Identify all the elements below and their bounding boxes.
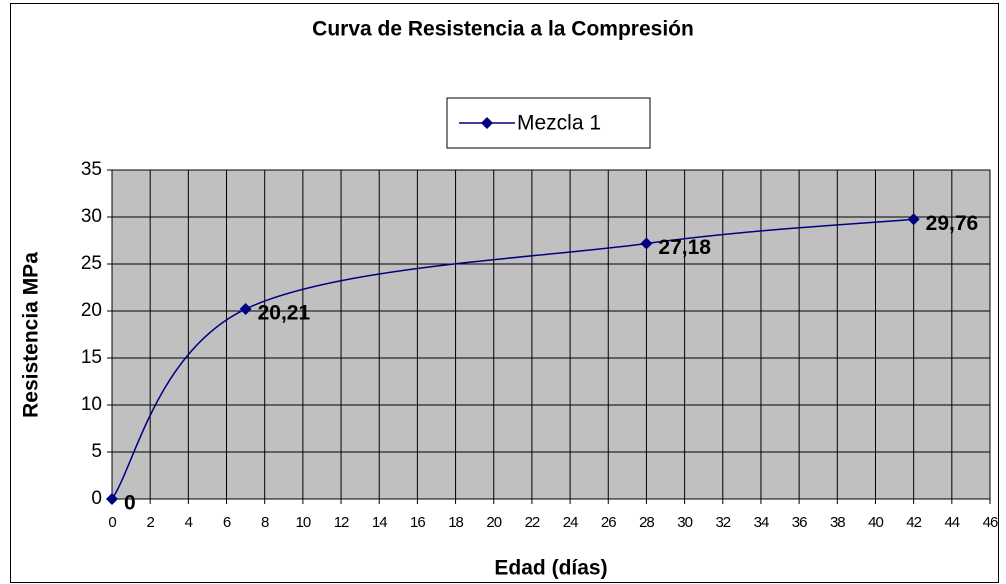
y-tick-label: 35 [81, 159, 102, 180]
x-tick-label: 34 [754, 514, 769, 531]
legend-label: Mezcla 1 [517, 112, 601, 135]
data-label: 20,21 [258, 302, 311, 325]
data-point [640, 237, 653, 250]
x-tick-label: 44 [944, 514, 959, 531]
x-tick-label: 10 [296, 514, 311, 531]
x-tick-label: 18 [448, 514, 463, 531]
y-tick-label: 5 [91, 441, 102, 462]
plot-background [111, 169, 991, 500]
data-label: 0 [124, 492, 136, 515]
chart-title: Curva de Resistencia a la Compresión [312, 18, 694, 41]
data-label: 29,76 [926, 212, 979, 235]
x-tick-label: 8 [261, 514, 269, 531]
y-tick-label: 30 [81, 206, 102, 227]
x-tick-label: 4 [185, 514, 193, 531]
x-tick-label: 46 [983, 514, 998, 531]
x-tick-label: 28 [639, 514, 654, 531]
x-tick-label: 14 [372, 514, 387, 531]
x-tick-label: 42 [906, 514, 921, 531]
y-tick-label: 20 [81, 300, 102, 321]
x-tick-label: 6 [223, 514, 231, 531]
y-tick-label: 25 [81, 253, 102, 274]
x-tick-label: 30 [677, 514, 692, 531]
y-tick-label: 10 [81, 394, 102, 415]
x-tick-label: 24 [563, 514, 578, 531]
data-line [111, 218, 914, 500]
y-axis-label: Resistencia MPa [20, 252, 43, 418]
y-tick-label: 15 [81, 347, 102, 368]
x-tick-label: 22 [525, 514, 540, 531]
x-tick-label: 32 [715, 514, 730, 531]
data-point [907, 213, 920, 226]
data-point [106, 493, 118, 505]
x-tick-label: 26 [601, 514, 616, 531]
x-tick-label: 2 [147, 514, 155, 531]
x-tick-label: 38 [830, 514, 845, 531]
x-axis-label: Edad (días) [494, 557, 607, 580]
data-label: 27,18 [658, 236, 711, 259]
data-point [239, 303, 252, 316]
x-tick-label: 40 [868, 514, 883, 531]
legend-marker [481, 117, 493, 129]
x-tick-label: 16 [410, 514, 425, 531]
x-tick-label: 20 [486, 514, 501, 531]
x-tick-label: 12 [334, 514, 349, 531]
x-tick-label: 36 [792, 514, 807, 531]
y-tick-label: 0 [91, 488, 102, 509]
x-tick-label: 0 [108, 514, 116, 531]
